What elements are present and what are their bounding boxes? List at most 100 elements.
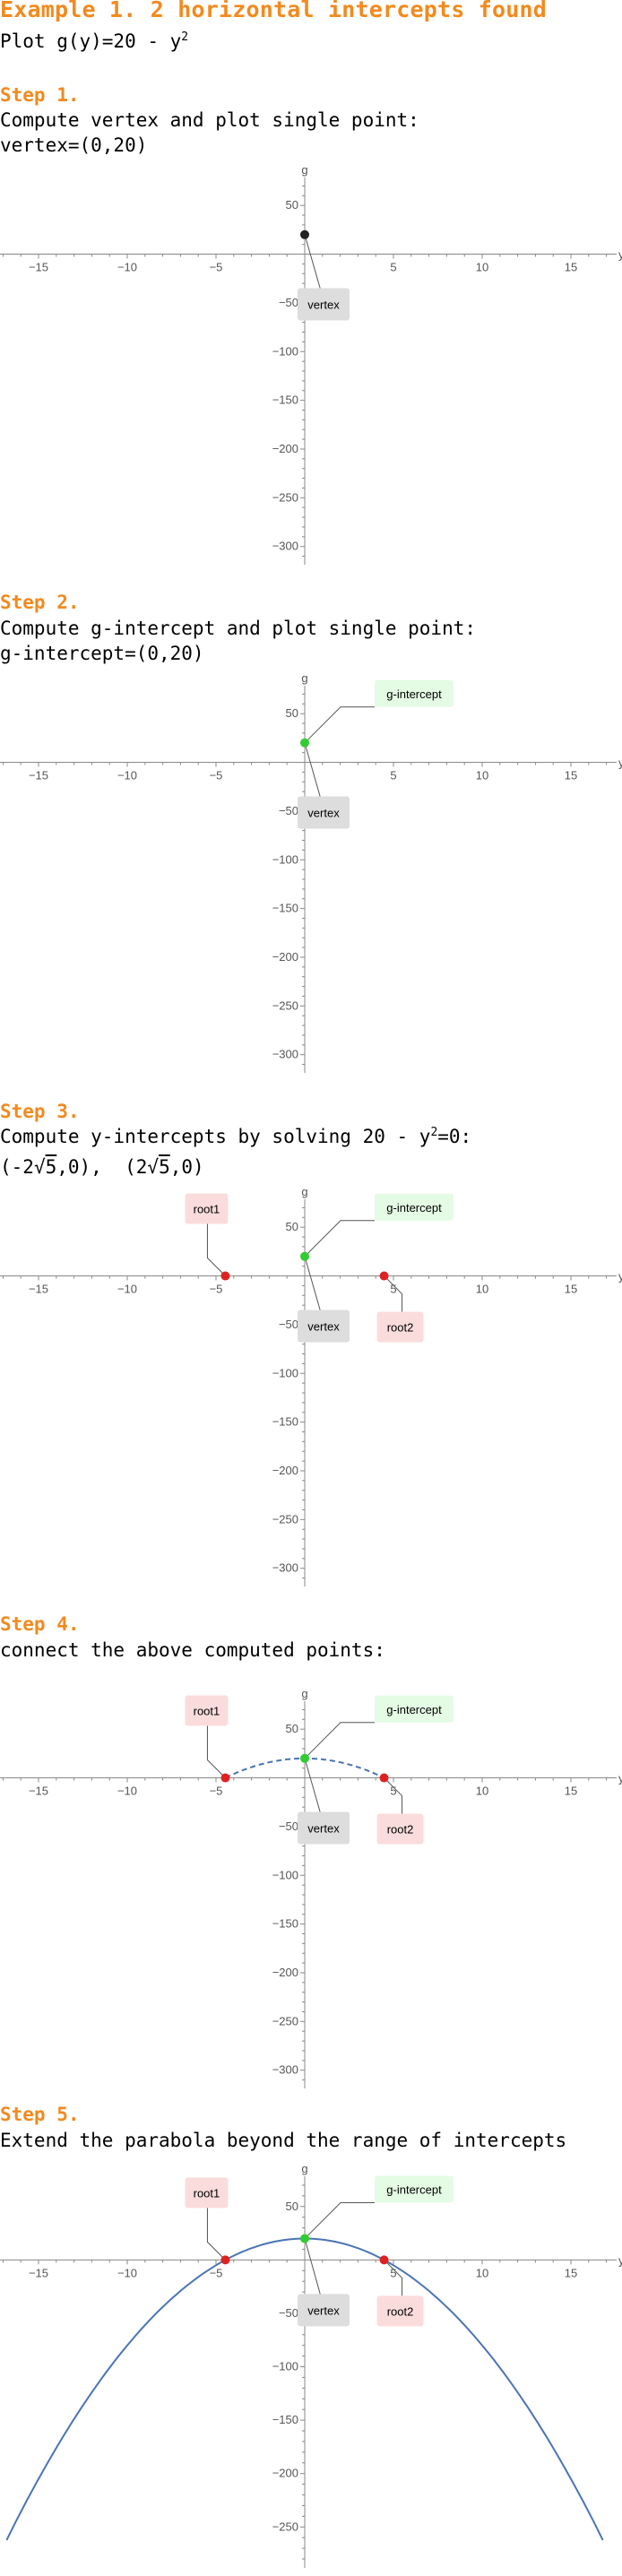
x-tick-label: 15 (565, 769, 577, 782)
y-tick-label: −100 (272, 2360, 298, 2373)
x-tick-label: −5 (210, 769, 223, 782)
x-tick-label: 10 (476, 261, 488, 274)
root2-point (379, 2255, 389, 2265)
step-3-chart: −15 −10 −5 5 10 15 50 −50 −100 −150 −200 −250 −300 y g… (0, 1183, 622, 1586)
x-tick-label: 5 (390, 1283, 396, 1296)
root1-label-text: root1 (194, 1705, 220, 1718)
x-axis-label: y (618, 2253, 622, 2267)
step-5-heading: Step 5. (0, 2104, 80, 2125)
y-tick-label: −300 (272, 540, 298, 553)
vertex-callout-line (304, 1758, 324, 1821)
step-2-chart: −15 −10 −5 5 10 15 50 −50 −100 −150 −200 −250 −300 y g… (0, 670, 622, 1073)
root2-label-box (376, 1813, 424, 1845)
root1-label-text: root1 (194, 2186, 220, 2200)
root2-label-box (376, 2295, 424, 2327)
step-2-heading: Step 2. (0, 592, 80, 613)
step-3-exponent: 2 (430, 1126, 438, 1139)
sqrt-symbol: √ (33, 1156, 46, 1178)
step-1-description: Compute vertex and plot single point: (0, 109, 419, 131)
y-axis-label: g (301, 1687, 307, 1700)
root2-point (379, 1773, 389, 1783)
vertex-callout-line (304, 234, 324, 298)
g-intercept-point (300, 1753, 309, 1763)
y-tick-label: 50 (286, 198, 298, 212)
y-tick-label: −150 (272, 2413, 298, 2426)
y-tick-label: −50 (279, 1820, 298, 1833)
vertex-label-box (298, 2294, 350, 2327)
step-1-chart: −15 −10 −5 5 10 15 50 −50 −100 −150 −200 −250 −300 y g… (0, 161, 622, 565)
g-intercept-point (300, 1251, 309, 1261)
step-3-heading: Step 3. (0, 1101, 80, 1122)
y-tick-label: −100 (272, 852, 298, 866)
x-tick-label: 15 (565, 1785, 577, 1798)
g-intercept-callout-line (304, 2202, 375, 2239)
y-tick-label: −100 (272, 1868, 298, 1881)
x-tick-label: 5 (390, 1785, 396, 1798)
y-tick-label: −250 (272, 998, 298, 1012)
x-tick-label: 10 (476, 2266, 488, 2279)
y-tick-label: −200 (272, 1966, 298, 1979)
y-tick-label: −100 (272, 344, 298, 358)
vertex-label-text: vertex (307, 2304, 340, 2317)
step-1-result: vertex=(0,20) (0, 134, 148, 156)
x-tick-label: −5 (210, 2266, 223, 2279)
x-tick-label: 15 (565, 1283, 577, 1296)
vertex-label-box (298, 796, 350, 829)
root1-label-box (185, 1695, 229, 1726)
x-tick-label: −15 (29, 1785, 48, 1798)
root1-callout-line (206, 1223, 226, 1276)
y-tick-label: −250 (272, 490, 298, 504)
y-tick-label: 50 (286, 706, 298, 720)
x-axis-label: y (618, 248, 622, 262)
vertex-label-box (298, 288, 350, 321)
y-tick-label: −50 (279, 804, 298, 817)
root2-label-box (376, 1311, 424, 1343)
x-tick-label: 5 (390, 769, 396, 782)
g-label-box (375, 1193, 454, 1221)
root1-point (220, 1773, 230, 1783)
x-tick-label: −5 (210, 261, 223, 274)
vertex-callout-line (304, 1256, 324, 1319)
root2-radicand: 5 (159, 1156, 170, 1178)
root2-label-text: root2 (387, 1823, 414, 1837)
g-intercept-callout-line (304, 706, 375, 744)
vertex-label-box (298, 1811, 350, 1845)
root1-label-text: root1 (194, 1203, 220, 1216)
y-tick-label: −300 (272, 2063, 298, 2077)
y-tick-label: −150 (272, 1415, 298, 1429)
x-tick-label: −10 (117, 769, 137, 782)
g-label-text: g-intercept (386, 1703, 442, 1716)
y-tick-label: −50 (279, 1318, 298, 1331)
g-label-text: g-intercept (386, 2183, 442, 2197)
g-intercept-point (300, 738, 309, 748)
y-tick-label: −150 (272, 393, 298, 407)
x-tick-label: 10 (476, 769, 488, 782)
y-tick-label: −300 (272, 1048, 298, 1061)
step-3-result: (-2√5,0), (2√5,0) (0, 1156, 204, 1178)
step-3-description: Compute y-intercepts by solving 20 - y2=… (0, 1126, 471, 1147)
root1-point (220, 1271, 230, 1281)
y-tick-label: −150 (272, 1917, 298, 1931)
step-1-heading: Step 1. (0, 84, 80, 106)
y-axis-label: g (301, 1185, 307, 1198)
x-tick-label: 15 (565, 2266, 577, 2279)
g-label-box (375, 1695, 454, 1723)
x-tick-label: −15 (29, 769, 48, 782)
y-tick-label: −200 (272, 1464, 298, 1477)
function-expression: g(y)=20 - y (56, 30, 182, 52)
x-tick-label: 5 (390, 2266, 396, 2279)
x-axis-label: y (618, 1772, 622, 1785)
root1-label-box (185, 1193, 229, 1224)
y-tick-label: −100 (272, 1366, 298, 1379)
step-4-heading: Step 4. (0, 1613, 80, 1635)
y-tick-label: 50 (286, 1722, 298, 1735)
x-tick-label: −5 (210, 1283, 223, 1296)
root2-expression-end: ,0) (169, 1156, 204, 1178)
x-tick-label: −10 (117, 261, 137, 274)
g-intercept-callout-line (304, 1220, 375, 1258)
step-2-result: g-intercept=(0,20) (0, 643, 204, 664)
x-axis-label: y (618, 756, 622, 770)
chart-svg: −15 −10 −5 5 10 15 50 −50 −100 −150 −200 −250 −300 y g… (0, 163, 622, 565)
x-tick-label: −10 (117, 1283, 137, 1296)
root1-callout-line (206, 2208, 226, 2260)
